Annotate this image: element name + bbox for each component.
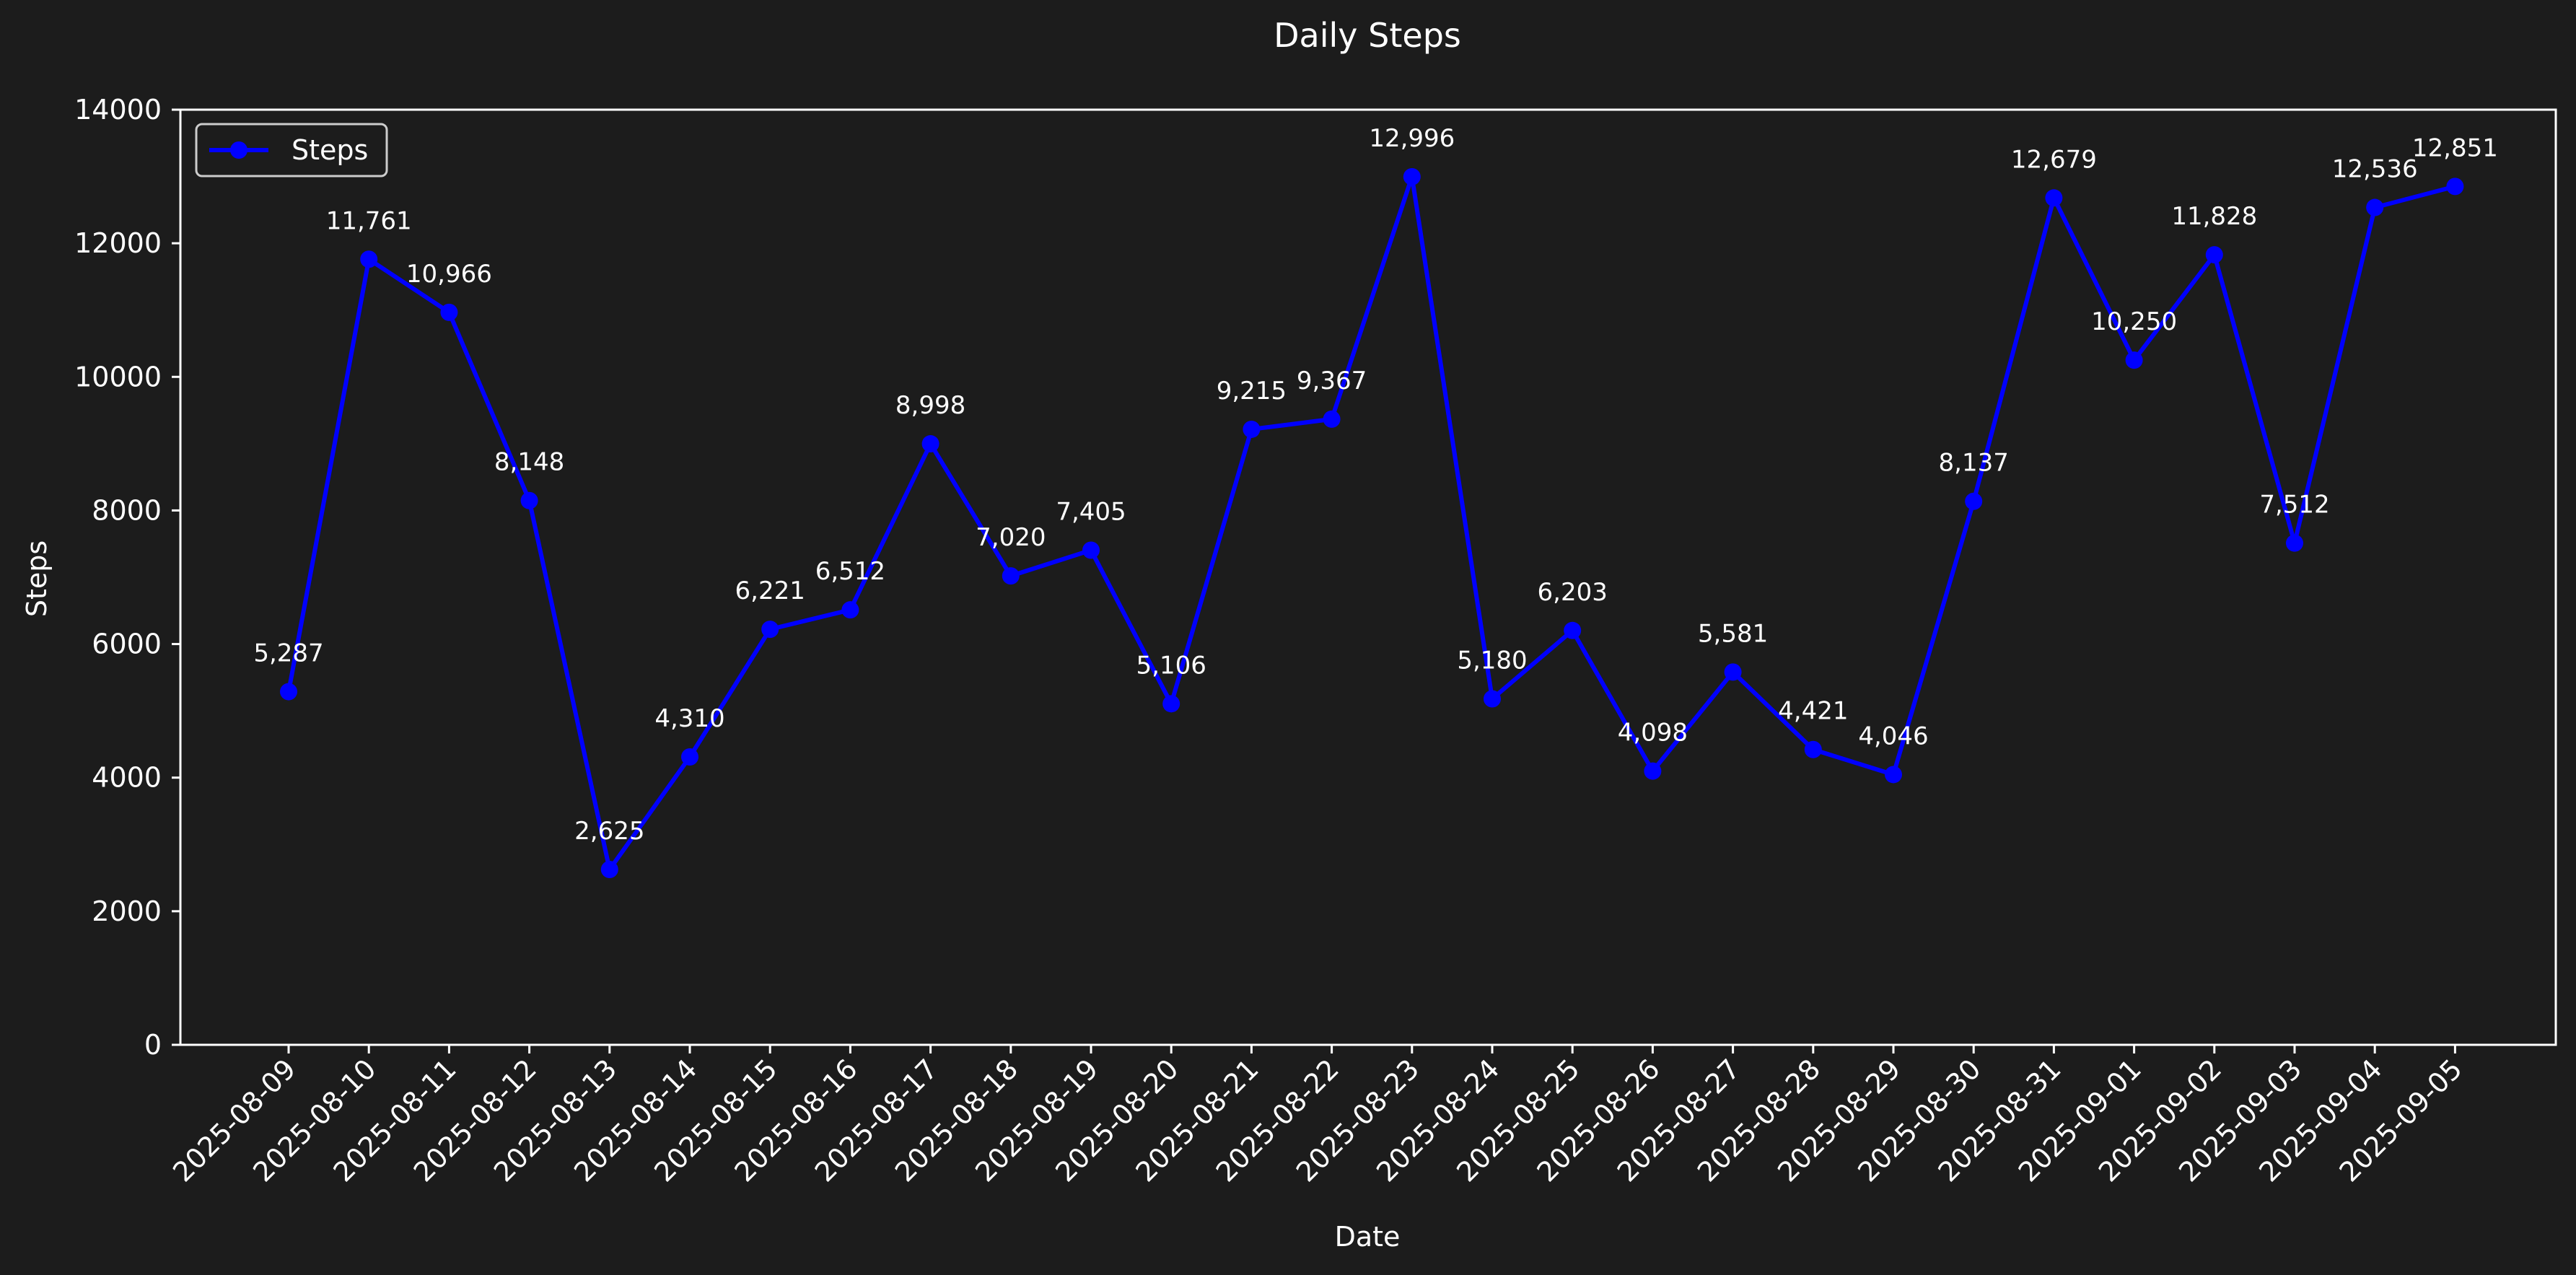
data-point (2205, 246, 2223, 264)
data-point (2366, 198, 2384, 216)
data-point (2446, 178, 2464, 196)
y-tick-label: 4000 (92, 762, 162, 794)
data-label: 8,137 (1939, 449, 2009, 478)
data-point (1243, 420, 1261, 438)
data-point (761, 621, 779, 639)
data-label: 9,215 (1217, 377, 1287, 406)
y-tick-label: 12000 (74, 227, 162, 259)
y-tick-label: 8000 (92, 494, 162, 526)
x-axis-label: Date (1335, 1221, 1401, 1253)
data-point (1162, 695, 1180, 713)
data-point (2125, 351, 2143, 369)
axes-frame (179, 108, 2557, 1046)
data-point (440, 303, 458, 321)
data-label: 12,679 (2011, 145, 2097, 174)
data-label: 7,405 (1056, 498, 1126, 527)
data-label: 8,998 (895, 391, 965, 420)
data-point (841, 601, 859, 619)
legend: Steps (195, 123, 388, 178)
data-point (2045, 189, 2063, 207)
data-label: 12,536 (2332, 155, 2418, 184)
data-point (1804, 740, 1822, 758)
data-point (520, 491, 538, 509)
y-tick-label: 6000 (92, 628, 162, 660)
data-point (1403, 167, 1421, 185)
data-label: 5,287 (253, 639, 323, 668)
y-tick-label: 2000 (92, 895, 162, 927)
data-label: 10,250 (2091, 307, 2177, 336)
data-label: 4,046 (1858, 722, 1928, 750)
y-tick-label: 14000 (74, 94, 162, 126)
data-label: 4,421 (1778, 697, 1848, 726)
data-point (360, 250, 378, 268)
data-label: 11,761 (326, 206, 412, 235)
data-label: 12,996 (1369, 124, 1455, 153)
data-label: 7,512 (2259, 491, 2329, 520)
data-label: 10,966 (406, 260, 492, 289)
data-point (1564, 621, 1582, 639)
data-label: 11,828 (2171, 202, 2257, 231)
legend-label-steps: Steps (292, 134, 368, 166)
data-label: 2,625 (574, 817, 644, 846)
data-label: 6,203 (1538, 578, 1608, 607)
data-point (1885, 766, 1902, 784)
data-point (1484, 690, 1501, 708)
data-point (2286, 534, 2303, 552)
series-line-steps (286, 174, 2456, 872)
data-point (1644, 762, 1662, 780)
data-point (1323, 410, 1341, 428)
chart-title: Daily Steps (1274, 16, 1461, 55)
y-tick-label: 10000 (74, 361, 162, 393)
data-label: 8,148 (494, 448, 564, 477)
data-label: 6,512 (815, 557, 885, 586)
legend-box (195, 123, 388, 178)
data-point (1965, 492, 1983, 510)
data-point (1724, 663, 1742, 681)
data-label: 5,581 (1698, 619, 1768, 648)
data-point (1082, 541, 1100, 559)
data-label: 12,851 (2412, 133, 2498, 162)
data-label: 5,106 (1136, 651, 1206, 680)
data-label: 6,221 (735, 577, 805, 605)
data-label: 7,020 (976, 523, 1046, 552)
data-label: 4,310 (654, 704, 724, 733)
data-point (1002, 567, 1020, 585)
data-label: 5,180 (1457, 646, 1527, 675)
data-label: 9,367 (1297, 367, 1367, 395)
y-axis-label: Steps (21, 540, 53, 617)
data-point (921, 435, 939, 453)
data-point (280, 683, 297, 701)
data-point (681, 748, 698, 766)
y-tick-label: 0 (144, 1029, 162, 1061)
data-point (600, 861, 618, 878)
data-label: 4,098 (1618, 719, 1688, 748)
legend-marker (230, 141, 247, 159)
